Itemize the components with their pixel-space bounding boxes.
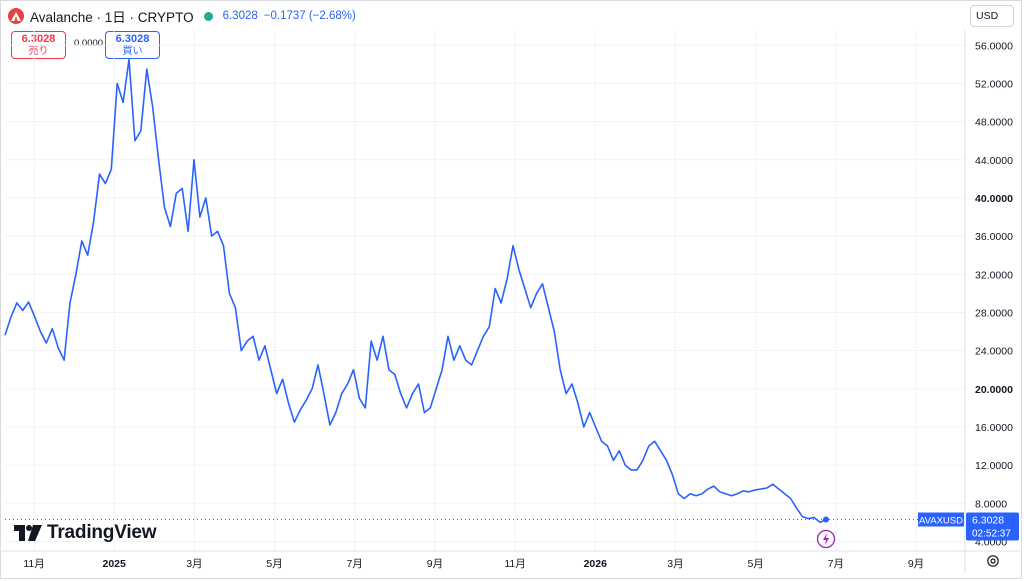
x-tick-label: 3月 [186, 558, 202, 570]
header-price: 6.3028 [222, 10, 258, 22]
price-points [5, 59, 826, 522]
gridlines [5, 30, 965, 551]
countdown-timer: 02:52:37 [972, 529, 1011, 540]
y-tick-label: 48.0000 [975, 117, 1013, 129]
x-tick-label: 7月 [347, 558, 363, 570]
price-series-line [4, 58, 827, 524]
currency-button[interactable]: USD [970, 5, 1014, 27]
y-tick-label: 16.0000 [975, 422, 1013, 434]
tradingview-logo-icon [14, 525, 42, 541]
header-change: −0.1737 (−2.68%) [263, 10, 356, 22]
y-tick-label: 24.0000 [975, 346, 1013, 358]
watermark-text: TradingView [47, 522, 157, 543]
y-tick-label: 32.0000 [975, 269, 1013, 281]
avalanche-logo-icon [8, 8, 24, 24]
x-tick-label: 11月 [504, 558, 525, 570]
lightning-icon[interactable] [816, 529, 836, 554]
symbol-tag: AVAXUSD [918, 512, 964, 527]
y-tick-label: 12.0000 [975, 460, 1013, 472]
x-tick-label: 7月 [828, 558, 844, 570]
y-tick-label: 44.0000 [975, 155, 1013, 167]
y-tick-label: 8.0000 [975, 498, 1007, 510]
y-tick-label: 36.0000 [975, 231, 1013, 243]
last-price-axis-label: 6.3028 02:52:37 [966, 512, 1019, 541]
x-tick-label: 9月 [427, 558, 443, 570]
symbol-header[interactable]: Avalanche · 1日 · CRYPTO 6.3028 −0.1737 (… [8, 6, 356, 26]
y-tick-label: 20.0000 [975, 384, 1013, 396]
last-price-value: 6.3028 [972, 515, 1004, 527]
symbol-tag-label: AVAXUSD [919, 516, 963, 527]
sell-price: 6.3028 [21, 33, 56, 45]
x-tick-label: 11月 [23, 558, 44, 570]
last-price-marker [823, 516, 829, 523]
symbol-tag-bg [918, 512, 964, 527]
sell-label: 売り [28, 46, 49, 57]
x-tick-label: 2026 [584, 558, 608, 570]
buy-price: 6.3028 [115, 33, 150, 45]
x-tick-label: 5月 [266, 558, 282, 570]
y-tick-label: 40.0000 [975, 193, 1013, 205]
tradingview-watermark: TradingView [14, 522, 157, 544]
market-status-dot-icon [203, 11, 213, 21]
x-tick-label: 3月 [667, 558, 683, 570]
y-tick-label: 52.0000 [975, 78, 1013, 90]
settings-gear-icon[interactable] [986, 554, 1000, 573]
x-tick-label: 5月 [747, 558, 763, 570]
last-price-label-bg [966, 512, 1019, 541]
currency-label: USD [976, 10, 999, 22]
y-tick-label: 56.0000 [975, 40, 1013, 52]
spread-value: 0.0000 [74, 38, 104, 49]
buy-label: 買い [122, 46, 143, 57]
y-tick-label: 28.0000 [975, 307, 1013, 319]
symbol-title[interactable]: Avalanche · 1日 · CRYPTO [30, 10, 194, 25]
x-tick-label: 9月 [908, 558, 924, 570]
x-tick-label: 2025 [103, 558, 127, 570]
